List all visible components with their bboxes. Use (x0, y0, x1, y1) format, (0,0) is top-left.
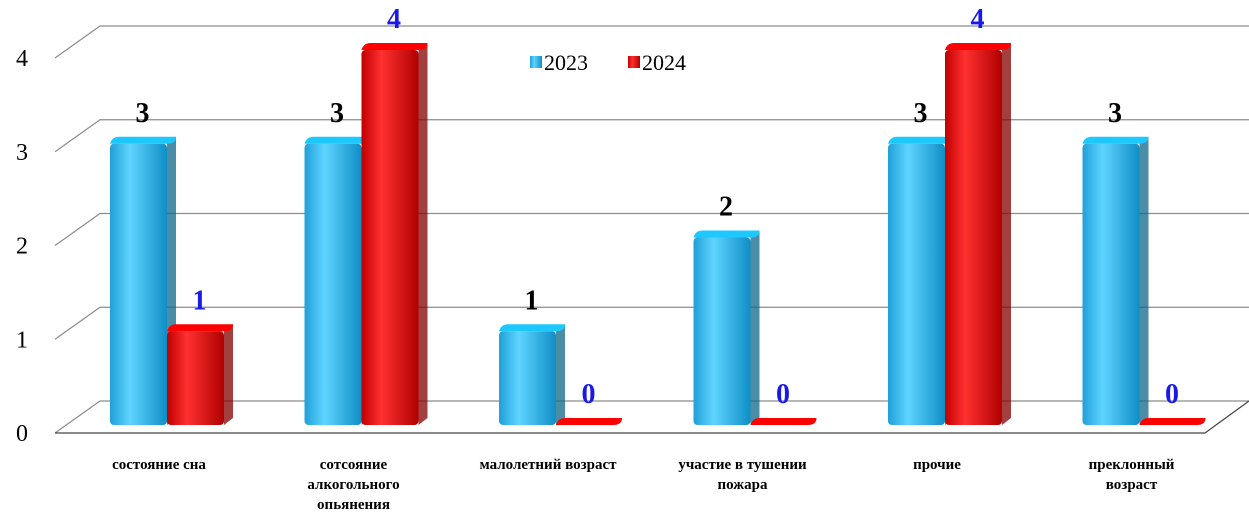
bar-side (224, 324, 233, 425)
x-tick-label: малолетний возраст (479, 457, 617, 473)
bar (110, 143, 167, 425)
bar-top (888, 136, 954, 144)
bar (888, 143, 945, 425)
bar-top (304, 136, 371, 144)
bar-top (499, 324, 565, 332)
data-label: 3 (136, 98, 150, 129)
bar-top (1082, 136, 1149, 144)
bar-side (1002, 43, 1011, 425)
bar-top (693, 230, 760, 238)
data-label: 4 (971, 4, 985, 35)
data-label: 3 (330, 98, 344, 129)
grid-line (54, 400, 1249, 434)
data-label: 0 (582, 379, 596, 410)
y-tick-label: 0 (16, 421, 28, 447)
y-tick-label: 1 (16, 327, 28, 353)
bar (361, 50, 419, 425)
y-tick-label: 2 (16, 234, 28, 260)
grid-line (54, 212, 1249, 246)
data-label: 0 (1165, 379, 1179, 410)
bar-top (110, 136, 176, 144)
x-tick-label: прочие (913, 457, 961, 473)
legend-swatch (530, 56, 542, 68)
bar-top (167, 324, 233, 332)
bar (304, 143, 362, 425)
x-tick-label: участие в тушении пожара (678, 457, 807, 493)
legend-swatch (628, 56, 640, 68)
data-label: 1 (525, 285, 539, 316)
data-label: 2 (719, 192, 733, 223)
data-label: 4 (387, 4, 401, 35)
bar-side (418, 43, 428, 425)
y-tick-label: 4 (16, 46, 28, 72)
x-tick-label: состояние сна (112, 457, 206, 473)
bar (499, 331, 556, 425)
bar (167, 331, 224, 425)
bar (945, 50, 1002, 425)
bar (693, 237, 751, 425)
bar (1082, 143, 1140, 425)
data-label: 3 (914, 98, 928, 129)
bar-top (750, 418, 817, 425)
bar-top (556, 418, 622, 425)
bar-top (361, 43, 428, 50)
data-label: 1 (193, 285, 207, 316)
grid-line (54, 306, 1249, 340)
data-label: 0 (776, 379, 790, 410)
bar-top (1139, 418, 1206, 425)
bar-side (1139, 136, 1149, 425)
bar-side (750, 230, 760, 425)
legend-label: 2023 (544, 50, 588, 75)
floor-edge (55, 400, 1249, 434)
bar-side (556, 324, 565, 425)
x-tick-label: сотсояние алкогольного опьянения (307, 457, 400, 513)
grid-line (54, 119, 1249, 153)
y-tick-label: 3 (16, 140, 28, 166)
grid-line (54, 25, 1249, 59)
x-tick-label: преклонный возраст (1088, 457, 1175, 493)
legend-label: 2024 (642, 50, 686, 75)
data-label: 3 (1108, 98, 1122, 129)
bar-top (945, 43, 1011, 50)
